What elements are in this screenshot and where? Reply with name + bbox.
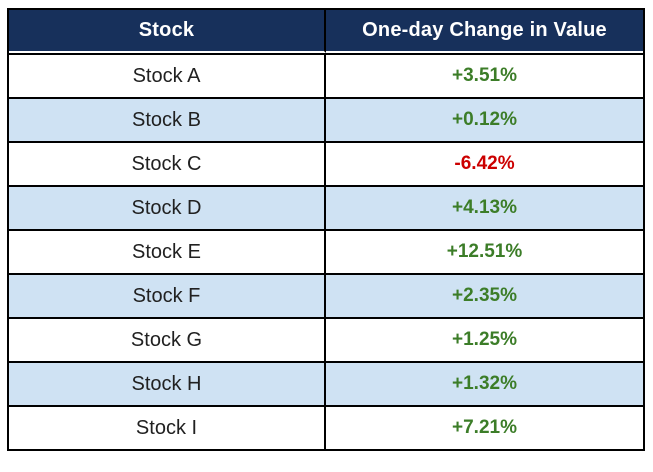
table-row: Stock C -6.42%: [9, 143, 643, 187]
table-row: Stock E +12.51%: [9, 231, 643, 275]
header-row: Stock One-day Change in Value: [9, 10, 643, 53]
table-row: Stock D +4.13%: [9, 187, 643, 231]
change-value: +12.51%: [326, 231, 643, 275]
table-row: Stock H +1.32%: [9, 363, 643, 407]
column-header-stock: Stock: [9, 10, 326, 53]
table-row: Stock B +0.12%: [9, 99, 643, 143]
change-value: +0.12%: [326, 99, 643, 143]
table-row: Stock I +7.21%: [9, 407, 643, 449]
stock-name: Stock I: [9, 407, 326, 449]
change-value: +2.35%: [326, 275, 643, 319]
stock-name: Stock C: [9, 143, 326, 187]
table-row: Stock A +3.51%: [9, 53, 643, 99]
change-value: +1.25%: [326, 319, 643, 363]
change-value: +4.13%: [326, 187, 643, 231]
stock-name: Stock G: [9, 319, 326, 363]
change-value: +3.51%: [326, 53, 643, 99]
stock-name: Stock D: [9, 187, 326, 231]
stock-name: Stock E: [9, 231, 326, 275]
change-value: +1.32%: [326, 363, 643, 407]
stock-name: Stock B: [9, 99, 326, 143]
change-value: +7.21%: [326, 407, 643, 449]
table-row: Stock G +1.25%: [9, 319, 643, 363]
stock-name: Stock H: [9, 363, 326, 407]
change-value: -6.42%: [326, 143, 643, 187]
page: Stock One-day Change in Value Stock A +3…: [7, 8, 645, 451]
stock-name: Stock F: [9, 275, 326, 319]
stock-name: Stock A: [9, 53, 326, 99]
table-row: Stock F +2.35%: [9, 275, 643, 319]
stock-change-table: Stock One-day Change in Value Stock A +3…: [7, 8, 645, 451]
column-header-change: One-day Change in Value: [326, 10, 643, 53]
